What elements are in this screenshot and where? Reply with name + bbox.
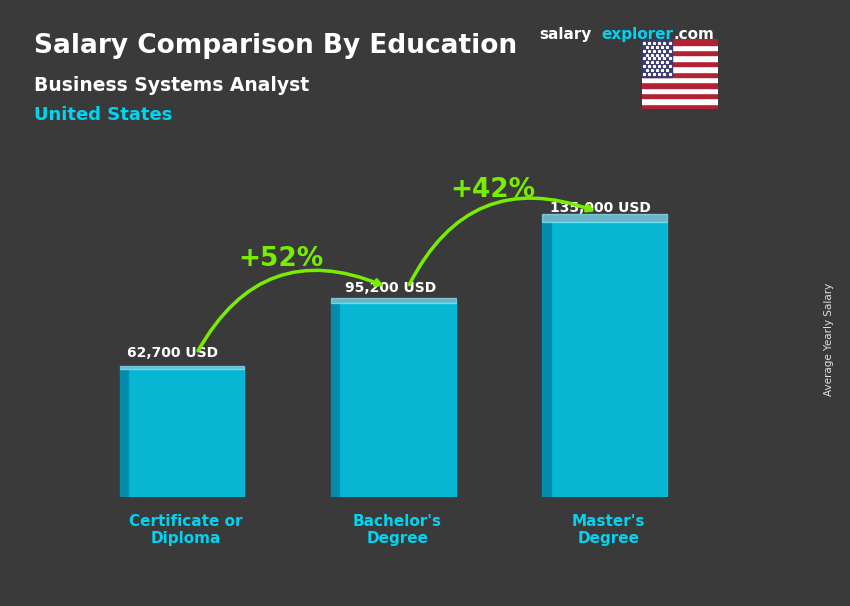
Text: Business Systems Analyst: Business Systems Analyst xyxy=(34,76,309,95)
Bar xyxy=(551,222,666,497)
Bar xyxy=(128,370,244,497)
Bar xyxy=(120,370,128,497)
Bar xyxy=(642,39,672,77)
Bar xyxy=(642,98,718,104)
Bar xyxy=(642,66,718,72)
Bar xyxy=(642,50,718,56)
Bar xyxy=(542,222,551,497)
Text: 62,700 USD: 62,700 USD xyxy=(128,346,218,361)
Bar xyxy=(642,39,718,45)
Bar xyxy=(642,45,718,50)
Bar xyxy=(642,72,718,77)
Bar xyxy=(642,82,718,88)
Text: salary: salary xyxy=(540,27,592,42)
Bar xyxy=(120,365,244,370)
Bar xyxy=(642,77,718,82)
Bar xyxy=(642,88,718,93)
Text: Average Yearly Salary: Average Yearly Salary xyxy=(824,283,834,396)
Bar xyxy=(332,304,339,497)
Text: 135,000 USD: 135,000 USD xyxy=(549,201,650,215)
Text: 95,200 USD: 95,200 USD xyxy=(344,281,436,295)
Text: +52%: +52% xyxy=(239,245,324,271)
Bar xyxy=(642,104,718,109)
Text: Salary Comparison By Education: Salary Comparison By Education xyxy=(34,33,517,59)
Text: United States: United States xyxy=(34,106,173,124)
Bar xyxy=(642,61,718,66)
Text: .com: .com xyxy=(673,27,714,42)
Bar xyxy=(339,304,456,497)
Bar xyxy=(642,56,718,61)
Text: explorer: explorer xyxy=(601,27,673,42)
Bar xyxy=(332,298,456,304)
Bar xyxy=(642,93,718,98)
Bar xyxy=(542,215,666,222)
Text: +42%: +42% xyxy=(450,177,535,203)
